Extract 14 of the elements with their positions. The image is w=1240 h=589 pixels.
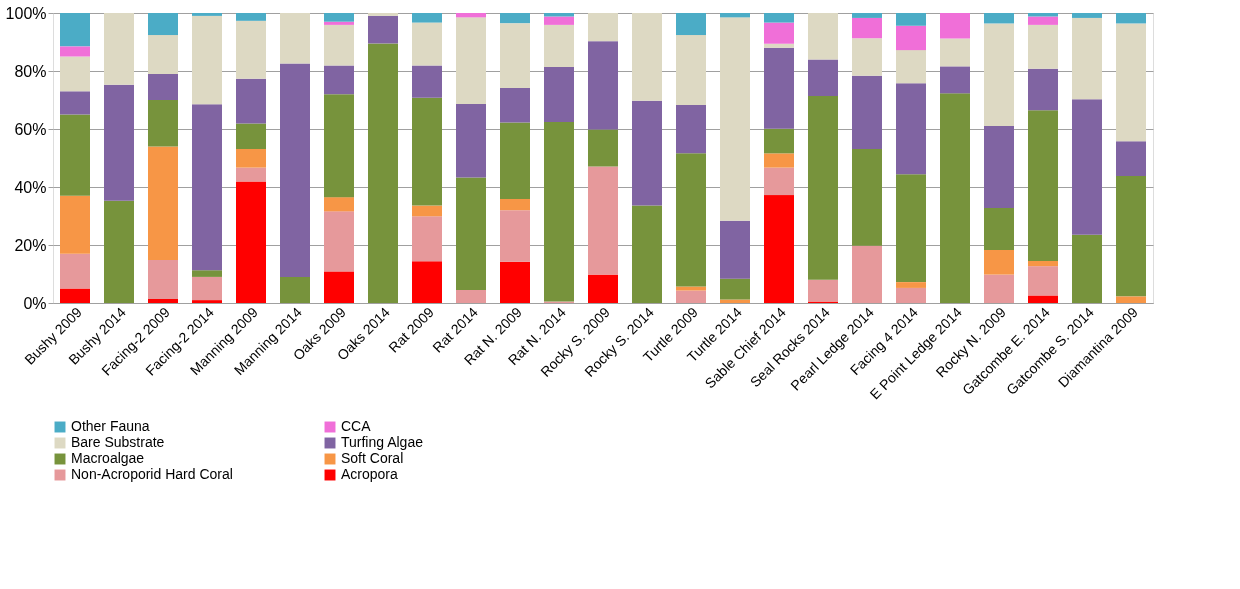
legend-label: Non-Acroporid Hard Coral xyxy=(71,466,233,482)
y-tick-label: 100% xyxy=(5,4,47,22)
legend-label: Macroalgae xyxy=(71,450,145,466)
y-tick-label: 60% xyxy=(14,120,47,138)
y-tick-label: 20% xyxy=(14,236,47,254)
legend-label: CCA xyxy=(341,418,372,434)
y-tick-label: 40% xyxy=(14,178,47,196)
legend-label: Turfing Algae xyxy=(341,434,424,450)
legend-label: Other Fauna xyxy=(71,418,150,434)
y-tick-label: 0% xyxy=(23,294,47,312)
legend-label: Bare Substrate xyxy=(71,434,165,450)
legend-label: Soft Coral xyxy=(341,450,404,466)
y-tick-label: 80% xyxy=(14,62,47,80)
legend-label: Acropora xyxy=(341,466,399,482)
